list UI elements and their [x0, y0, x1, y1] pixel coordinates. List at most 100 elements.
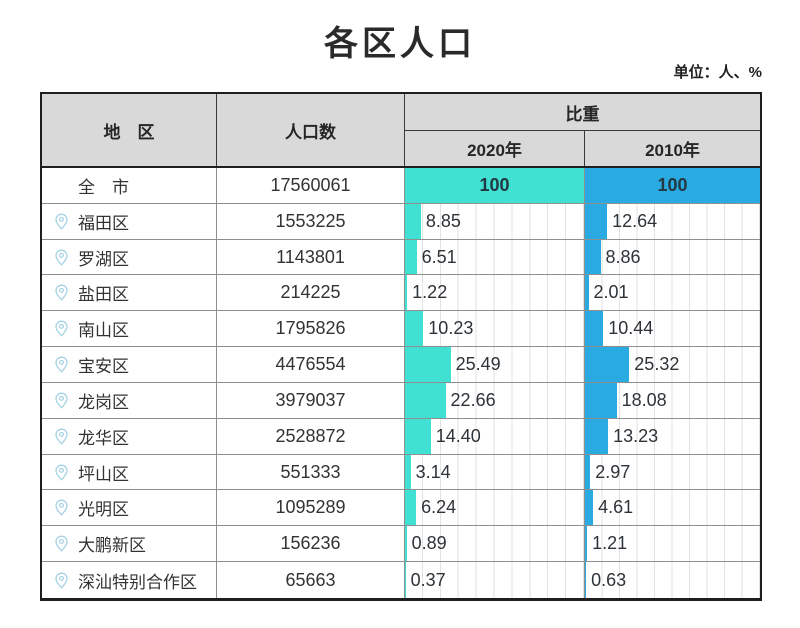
bar-cell-2020: 100: [405, 168, 585, 203]
bar-2010: [585, 275, 589, 311]
table-row: 宝安区 4476554 25.49 25.32: [42, 347, 760, 383]
region-cell: 光明区: [42, 490, 217, 526]
bar-cell-2020: 6.24: [405, 490, 585, 526]
table-row: 大鹏新区 156236 0.89 1.21: [42, 526, 760, 563]
bar-2010: [585, 311, 604, 347]
population-cell: 156236: [217, 526, 405, 562]
population-value: 1795826: [275, 318, 346, 339]
district-label: 盐田区: [78, 285, 129, 305]
population-cell: 1143801: [217, 239, 405, 275]
population-cell: 4476554: [217, 347, 405, 382]
district-label: 宝安区: [78, 357, 129, 377]
bar-value-2010: 13.23: [613, 425, 659, 446]
bar-2010: [585, 454, 591, 490]
bar-cell-2020: 6.51: [405, 239, 585, 275]
population-value: 65663: [285, 569, 336, 590]
location-pin-icon: [55, 249, 68, 266]
region-cell: 福田区: [42, 203, 217, 239]
header-population: 人口数: [217, 94, 405, 166]
table-row: 深汕特别合作区 65663 0.37 0.63: [42, 562, 760, 598]
region-cell: 罗湖区: [42, 239, 217, 275]
bar-cell-2020: 0.89: [405, 526, 585, 562]
bar-2010: [585, 418, 609, 454]
bar-value-2020: 6.51: [421, 246, 457, 267]
region-cell: 全 市: [42, 168, 217, 203]
region-cell: 盐田区: [42, 275, 217, 311]
bar-2020: [405, 311, 424, 347]
bar-value-2020: 6.24: [421, 497, 457, 518]
location-pin-icon: [55, 284, 68, 302]
bar-value-2010: 12.64: [612, 210, 658, 231]
region-cell: 大鹏新区: [42, 526, 217, 562]
population-value: 1095289: [275, 497, 346, 518]
bar-2020: [405, 490, 417, 526]
header-year-2020: 2020年: [405, 131, 585, 166]
bar-2010: [585, 562, 587, 598]
location-pin-icon: [55, 428, 68, 445]
population-value: 1143801: [276, 246, 345, 267]
location-pin-icon: [55, 356, 68, 373]
population-cell: 1095289: [217, 490, 405, 526]
region-cell: 深汕特别合作区: [42, 562, 217, 598]
population-table: 地 区 人口数 比重 2020年 2010年 全 市 17560061 100 …: [40, 92, 762, 601]
bar-cell-2020: 22.66: [405, 382, 585, 418]
page-title: 各区人口: [324, 25, 476, 63]
population-cell: 17560061: [217, 168, 405, 203]
bar-2010: [585, 382, 617, 418]
location-pin-icon: [55, 213, 68, 230]
bar-value-2020: 0.37: [410, 569, 446, 590]
population-value: 3979037: [275, 389, 346, 410]
region-cell: 龙华区: [42, 418, 217, 454]
bar-value-2010: 2.97: [595, 461, 631, 482]
region-cell: 龙岗区: [42, 382, 217, 418]
bar-value-2020: 14.40: [435, 425, 481, 446]
district-label: 光明区: [78, 500, 129, 520]
bar-cell-2010: 8.86: [585, 239, 760, 275]
bar-value-2020: 22.66: [450, 389, 496, 410]
population-cell: 65663: [217, 562, 405, 598]
table-row: 光明区 1095289 6.24 4.61: [42, 490, 760, 527]
location-pin-icon: [55, 392, 68, 409]
population-cell: 1795826: [217, 311, 405, 347]
population-value: 4476554: [275, 354, 346, 375]
table-row: 龙华区 2528872 14.40 13.23: [42, 418, 760, 455]
bar-2020: [405, 526, 407, 562]
bar-cell-2010: 2.97: [585, 454, 760, 490]
table-row: 全 市 17560061 100 100: [42, 168, 760, 204]
population-value: 1553225: [275, 210, 346, 231]
bar-cell-2010: 18.08: [585, 382, 760, 418]
population-value: 551333: [280, 461, 341, 482]
table-header: 地 区 人口数 比重 2020年 2010年: [42, 94, 760, 168]
district-label: 深汕特别合作区: [78, 572, 197, 592]
location-pin-icon: [55, 464, 68, 481]
bar-value-2020: 1.22: [412, 282, 448, 303]
table-body: 全 市 17560061 100 100 福田区 1553225 8.85: [42, 168, 760, 598]
table-row: 南山区 1795826 10.23 10.44: [42, 311, 760, 348]
bar-value-2010: 8.86: [605, 246, 641, 267]
bar-cell-2020: 10.23: [405, 311, 585, 347]
district-label: 福田区: [78, 213, 129, 233]
bar-cell-2020: 14.40: [405, 418, 585, 454]
bar-cell-2010: 1.21: [585, 526, 760, 562]
bar-value-2010: 4.61: [598, 497, 634, 518]
population-value: 17560061: [270, 174, 351, 195]
bar-2020: [405, 418, 431, 454]
district-label: 坪山区: [78, 464, 129, 484]
bar-cell-2020: 0.37: [405, 562, 585, 598]
bar-2010: [585, 347, 630, 382]
bar-cell-2010: 100: [585, 168, 760, 203]
bar-value-2020: 10.23: [428, 318, 474, 339]
bar-2010: [585, 490, 594, 526]
population-value: 2528872: [275, 425, 346, 446]
bar-cell-2020: 3.14: [405, 454, 585, 490]
bar-2020: [405, 347, 451, 382]
bar-value-2010: 2.01: [593, 282, 629, 303]
bar-2020: [405, 275, 408, 311]
bar-cell-2010: 0.63: [585, 562, 760, 598]
region-cell: 宝安区: [42, 347, 217, 382]
bar-value-2010: 10.44: [608, 318, 654, 339]
bar-cell-2010: 25.32: [585, 347, 760, 382]
bar-value-2010: 100: [657, 174, 688, 195]
district-label: 全 市: [78, 177, 129, 197]
